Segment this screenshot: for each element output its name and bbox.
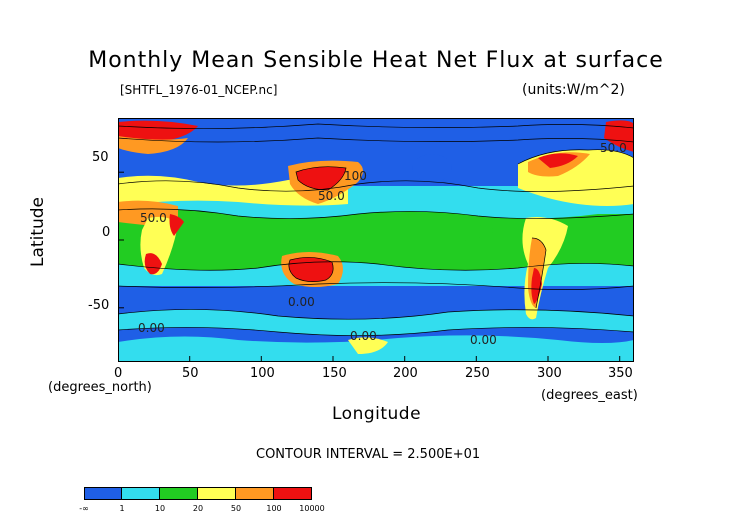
colorbar-frame <box>84 487 312 500</box>
colorbar <box>84 487 312 500</box>
flux-map: 100 50.0 50.0 50.0 0.00 0.00 0.00 0.00 <box>118 118 634 362</box>
australia-red <box>288 257 334 282</box>
y-tick-0: 0 <box>102 225 111 240</box>
x-tick-350: 350 <box>608 366 633 381</box>
pacific-green <box>298 218 498 245</box>
x-tick-200: 200 <box>393 366 418 381</box>
x-unit-label: (degrees_east) <box>541 388 638 403</box>
axis-ticks <box>118 171 621 362</box>
contour-label: 100 <box>344 169 367 183</box>
y-tick-minus50: -50 <box>88 298 110 313</box>
europe-red <box>118 120 198 142</box>
colorbar-label: -∞ <box>79 504 89 513</box>
colorbar-label: 50 <box>230 504 242 513</box>
colorbar-segment <box>236 487 274 500</box>
y-tick-50: 50 <box>92 150 109 165</box>
south-africa-red <box>144 253 162 275</box>
southern-cyan-band <box>118 309 634 336</box>
colorbar-segment <box>160 487 198 500</box>
contour-label: 50.0 <box>600 141 627 155</box>
colorbar-segment <box>122 487 160 500</box>
file-label: [SHTFL_1976-01_NCEP.nc] <box>120 83 278 97</box>
contour-lines <box>118 123 634 336</box>
colorbar-segment <box>84 487 122 500</box>
contour-label: 0.00 <box>350 329 377 343</box>
contour-label: 50.0 <box>140 211 167 225</box>
south-america-red <box>531 268 542 304</box>
x-tick-50: 50 <box>182 366 199 381</box>
x-tick-150: 150 <box>322 366 347 381</box>
north-pacific-cold <box>412 154 452 182</box>
east-asia-red <box>296 166 346 190</box>
colorbar-segment <box>198 487 236 500</box>
y-unit-label: (degrees_north) <box>48 380 152 395</box>
x-tick-250: 250 <box>465 366 490 381</box>
colorbar-label: 100 <box>266 504 282 513</box>
contour-label: 0.00 <box>138 321 165 335</box>
colorbar-label: 10000 <box>299 504 325 513</box>
y-axis-label: Latitude <box>28 197 48 267</box>
units-label: (units:W/m^2) <box>522 82 625 98</box>
colorbar-label: 1 <box>119 504 125 513</box>
contour-label: 50.0 <box>318 189 345 203</box>
antarctic-yellow <box>348 337 388 354</box>
east-africa-red <box>169 214 184 236</box>
contour-label: 0.00 <box>288 295 315 309</box>
europe-orange <box>118 136 188 154</box>
chart-title: Monthly Mean Sensible Heat Net Flux at s… <box>88 48 664 73</box>
colorbar-label: 20 <box>192 504 204 513</box>
north-america-red <box>538 153 578 168</box>
x-axis-label: Longitude <box>332 404 422 424</box>
contour-label: 0.00 <box>470 333 497 347</box>
contour-interval-label: CONTOUR INTERVAL = 2.500E+01 <box>256 447 481 462</box>
x-tick-0: 0 <box>114 366 123 381</box>
x-tick-300: 300 <box>537 366 562 381</box>
contour-labels: 100 50.0 50.0 50.0 0.00 0.00 0.00 0.00 <box>138 141 627 347</box>
x-tick-100: 100 <box>250 366 275 381</box>
greenland-red <box>604 120 634 152</box>
colorbar-label: 10 <box>154 504 166 513</box>
